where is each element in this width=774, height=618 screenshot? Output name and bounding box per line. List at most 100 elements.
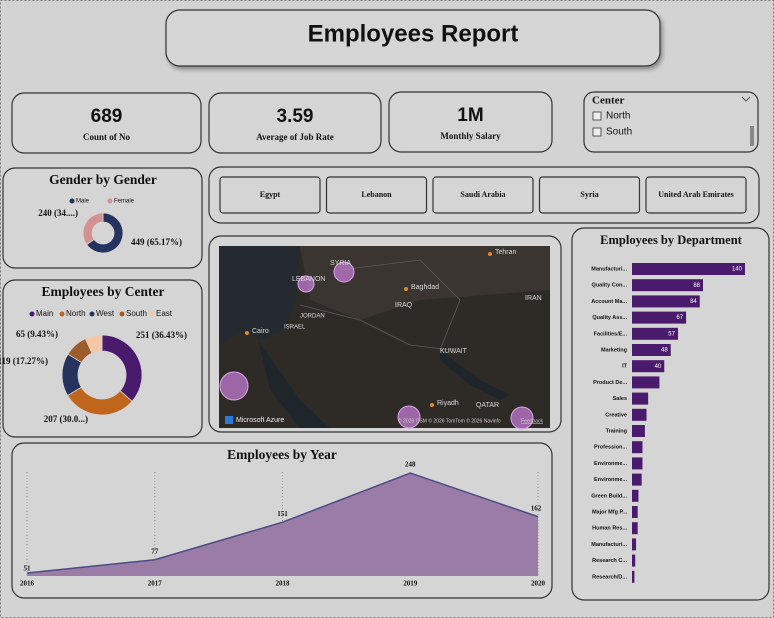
- data-label: 48: [661, 348, 668, 354]
- bar[interactable]: [632, 522, 638, 535]
- data-label: 140: [732, 267, 743, 273]
- bar[interactable]: [632, 279, 704, 292]
- legend-label: North: [66, 309, 86, 318]
- data-label: 67: [676, 315, 683, 321]
- bar[interactable]: [632, 570, 635, 583]
- data-label: 207 (30.0...): [44, 414, 88, 424]
- donut-slice[interactable]: [86, 212, 124, 254]
- department-panel: [571, 227, 770, 601]
- bar[interactable]: [632, 376, 660, 389]
- legend-dot: [149, 311, 155, 317]
- y-tick-label: Creative: [605, 412, 627, 418]
- legend-label: West: [96, 309, 115, 318]
- bar[interactable]: [632, 360, 665, 373]
- bar[interactable]: [632, 263, 745, 275]
- y-tick-label: Manufacturi...: [591, 266, 627, 272]
- legend-dot: [119, 311, 125, 317]
- legend-label: East: [156, 309, 173, 318]
- y-tick-label: Facilities/E...: [594, 331, 628, 337]
- country-label[interactable]: Syria: [580, 190, 598, 199]
- donut-slice[interactable]: [84, 334, 103, 354]
- map: Tehran SYRIA LEBANON Baghdad IRAQ IRAN JORDAN I…: [219, 246, 550, 430]
- sea: [219, 246, 300, 345]
- country-button[interactable]: [219, 176, 321, 214]
- data-label: 40: [655, 364, 662, 370]
- kpi-label: Average of Job Rate: [256, 132, 334, 142]
- y-tick-label: Environme...: [594, 477, 627, 483]
- bar[interactable]: [632, 311, 687, 324]
- map-bubble[interactable]: [397, 405, 421, 429]
- y-tick-label: Major Mfg P...: [592, 509, 628, 515]
- y-tick-label: Manufacturi...: [591, 542, 627, 548]
- bar[interactable]: [632, 425, 645, 437]
- slicer-option[interactable]: North: [606, 111, 630, 122]
- country-label[interactable]: Saudi Arabia: [460, 190, 505, 199]
- city-dot: [404, 287, 408, 291]
- bar[interactable]: [632, 538, 637, 551]
- x-tick-label: 2019: [403, 580, 418, 588]
- bar[interactable]: [632, 327, 678, 340]
- bar[interactable]: [632, 489, 639, 502]
- bar[interactable]: [632, 392, 649, 405]
- data-label: 449 (65.17%): [131, 237, 182, 247]
- y-tick-label: Quality Ass...: [592, 315, 627, 321]
- map-label: Baghdad: [411, 284, 439, 291]
- map-label: QATAR: [476, 402, 499, 409]
- bar[interactable]: [632, 441, 643, 454]
- y-tick-label: Sales: [613, 396, 627, 402]
- donut-slice[interactable]: [82, 212, 104, 246]
- country-button[interactable]: [538, 176, 641, 214]
- red-sea: [258, 340, 330, 428]
- legend-label: South: [126, 309, 147, 318]
- kpi-value: 3.59: [277, 106, 314, 127]
- slicer: [583, 91, 759, 153]
- map-label: Tehran: [495, 249, 517, 256]
- country-label[interactable]: Lebanon: [361, 190, 392, 199]
- map-bubble[interactable]: [333, 261, 355, 283]
- chart-title: Employees by Department: [600, 233, 742, 247]
- map-attribution: © 2026 OSM © 2026 TomTom © 2026 Navinfo: [398, 417, 501, 424]
- y-tick-label: Product De...: [593, 380, 627, 386]
- bar[interactable]: [632, 473, 642, 486]
- y-tick-label: Profession...: [594, 445, 627, 451]
- country-button[interactable]: [645, 176, 747, 214]
- country-buttons: Egypt Lebanon Saudi Arabia Syria United Arab…: [219, 176, 747, 214]
- map-label: KUWAIT: [440, 348, 468, 355]
- y-tick-label: Human Res...: [592, 526, 627, 532]
- data-label: 248: [405, 461, 416, 469]
- data-label: 240 (34....): [38, 208, 78, 218]
- legend-label: Female: [114, 199, 135, 205]
- checkbox[interactable]: [592, 127, 602, 137]
- legend-dot: [29, 311, 35, 317]
- bar[interactable]: [632, 295, 700, 308]
- area-line: [26, 472, 539, 574]
- map-bubble[interactable]: [297, 275, 315, 293]
- map-feedback[interactable]: Feedback: [521, 418, 543, 424]
- bar[interactable]: [632, 408, 647, 421]
- x-tick-label: 2016: [20, 580, 35, 588]
- bar[interactable]: [632, 344, 671, 356]
- kpi-value: 1M: [457, 105, 483, 126]
- bar[interactable]: [632, 554, 636, 567]
- title-box: [165, 9, 661, 67]
- y-tick-label: IT: [622, 364, 628, 370]
- bar[interactable]: [632, 457, 643, 470]
- country-button[interactable]: [432, 176, 534, 214]
- map-bubble[interactable]: [510, 406, 534, 430]
- city-dot: [430, 403, 434, 407]
- country-label[interactable]: United Arab Emirates: [658, 190, 734, 199]
- kpi-card: [11, 92, 202, 154]
- map-label: LEBANON: [292, 276, 325, 283]
- country-label[interactable]: Egypt: [260, 190, 281, 199]
- checkbox[interactable]: [592, 111, 602, 121]
- country-button[interactable]: [325, 176, 428, 214]
- slicer-option[interactable]: South: [606, 127, 632, 138]
- y-tick-label: Account Ma...: [591, 299, 627, 305]
- map-bubble[interactable]: [219, 371, 249, 401]
- y-tick-label: Research/D...: [592, 574, 627, 580]
- y-tick-label: Green Build...: [591, 493, 627, 499]
- chart-title: Employees by Center: [42, 284, 165, 299]
- x-tick-label: 2017: [148, 580, 163, 588]
- bar[interactable]: [632, 506, 638, 518]
- legend-label: Main: [36, 309, 53, 318]
